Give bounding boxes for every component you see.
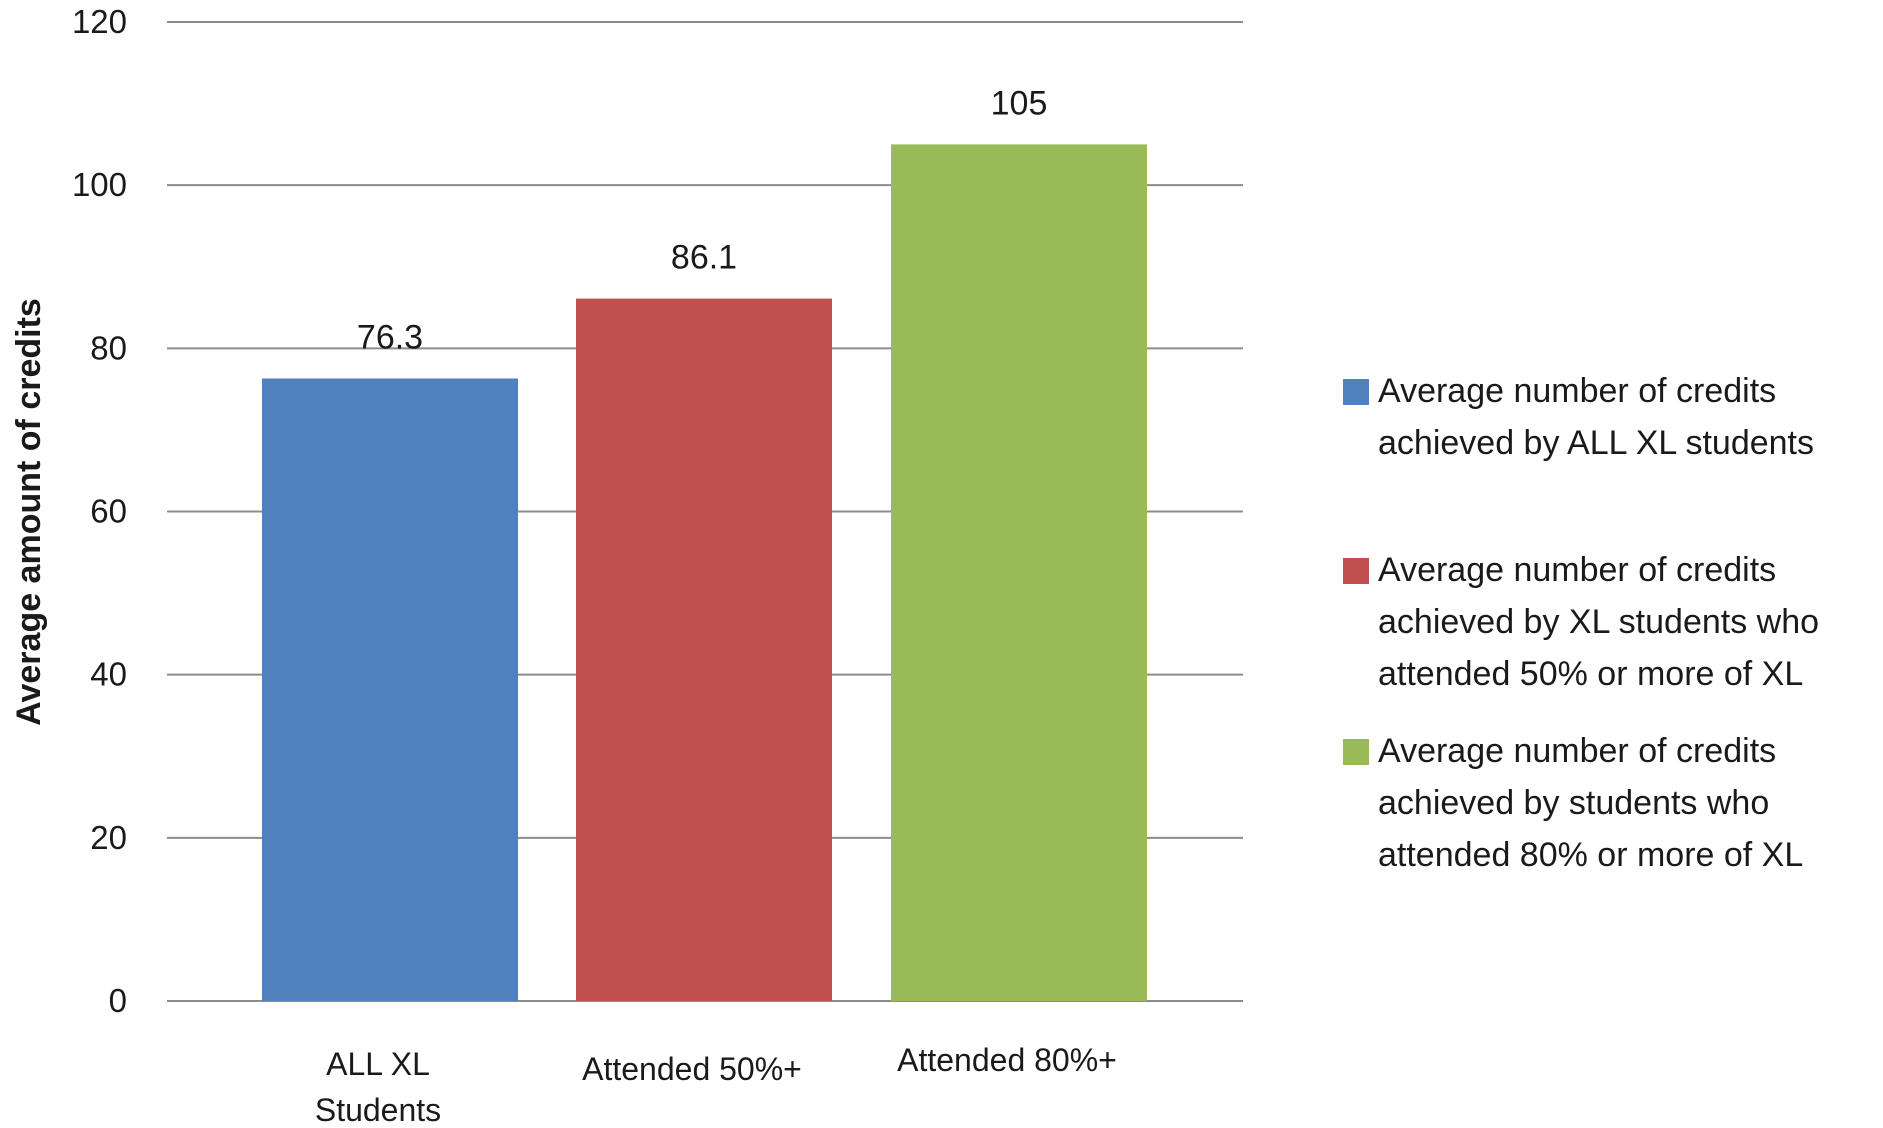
- x-category-label: Attended 80%+: [897, 1042, 1117, 1078]
- legend: Average number of credits achieved by ALL…: [1343, 372, 1819, 874]
- legend-swatch: [1343, 379, 1369, 405]
- y-tick-label: 60: [90, 493, 127, 530]
- y-tick-label: 0: [109, 982, 127, 1019]
- y-tick-label: 120: [72, 3, 127, 40]
- legend-label-line: Average number of credits: [1378, 551, 1776, 589]
- y-tick-label: 40: [90, 656, 127, 693]
- bar-value-label: 86.1: [671, 239, 737, 277]
- legend-label-line: attended 80% or more of XL: [1378, 836, 1803, 874]
- legend-label: Average number of credits achieved by ALL…: [1378, 372, 1814, 462]
- x-category-label: ALL XL Students: [315, 1046, 441, 1128]
- x-category-label: Attended 50%+: [582, 1051, 802, 1087]
- x-category-label-line: Students: [315, 1092, 441, 1128]
- x-axis-categories: ALL XL Students Attended 50%+ Attended 80%+: [315, 1042, 1117, 1128]
- y-axis-title: Average amount of credits: [10, 298, 48, 726]
- bar-1: [262, 378, 518, 1001]
- legend-label-line: Average number of credits: [1378, 372, 1776, 410]
- x-category-label-line: ALL XL: [326, 1046, 430, 1082]
- x-category-label-line: Attended 80%+: [897, 1042, 1117, 1078]
- y-tick-label: 100: [72, 166, 127, 203]
- x-category-label-line: Attended 50%+: [582, 1051, 802, 1087]
- bar-2: [576, 298, 832, 1001]
- y-axis-ticks: 0 20 40 60 80 100 120: [72, 3, 127, 1019]
- legend-item-2: Average number of credits achieved by XL …: [1343, 551, 1819, 693]
- legend-label: Average number of credits achieved by stu…: [1378, 732, 1803, 874]
- y-tick-label: 20: [90, 819, 127, 856]
- legend-swatch: [1343, 739, 1369, 765]
- bar-value-label: 105: [991, 84, 1048, 122]
- legend-label-line: Average number of credits: [1378, 732, 1776, 770]
- bar-3: [891, 144, 1147, 1001]
- legend-label-line: achieved by XL students who: [1378, 603, 1819, 641]
- legend-label-line: achieved by ALL XL students: [1378, 424, 1814, 462]
- legend-item-1: Average number of credits achieved by ALL…: [1343, 372, 1814, 462]
- bars: [262, 144, 1147, 1001]
- legend-label-line: achieved by students who: [1378, 784, 1769, 822]
- legend-label-line: attended 50% or more of XL: [1378, 655, 1803, 693]
- y-tick-label: 80: [90, 329, 127, 366]
- legend-label: Average number of credits achieved by XL …: [1378, 551, 1819, 693]
- legend-item-3: Average number of credits achieved by stu…: [1343, 732, 1803, 874]
- legend-swatch: [1343, 558, 1369, 584]
- bar-value-label: 76.3: [357, 319, 423, 357]
- data-labels: 76.3 86.1 105: [357, 84, 1047, 356]
